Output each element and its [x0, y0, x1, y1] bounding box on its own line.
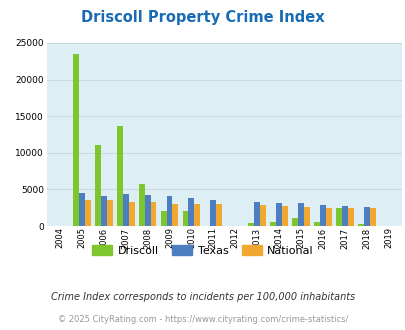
Bar — [369, 209, 375, 226]
Bar — [150, 202, 156, 226]
Bar — [297, 203, 303, 226]
Bar — [107, 200, 112, 226]
Bar — [216, 204, 222, 226]
Bar — [325, 208, 331, 226]
Bar — [270, 222, 275, 226]
Bar — [319, 205, 325, 226]
Bar — [85, 200, 90, 226]
Bar — [335, 208, 341, 226]
Bar — [73, 54, 79, 226]
Bar — [248, 223, 254, 226]
Bar — [292, 218, 297, 226]
Text: © 2025 CityRating.com - https://www.cityrating.com/crime-statistics/: © 2025 CityRating.com - https://www.city… — [58, 315, 347, 324]
Bar — [275, 203, 281, 226]
Bar — [95, 146, 100, 226]
Bar — [100, 196, 107, 226]
Bar — [128, 202, 134, 226]
Bar — [182, 212, 188, 226]
Bar — [117, 126, 122, 226]
Bar — [363, 207, 369, 226]
Bar — [139, 183, 144, 226]
Bar — [194, 204, 200, 226]
Bar — [313, 222, 319, 226]
Bar — [188, 198, 194, 226]
Bar — [210, 200, 216, 226]
Bar — [347, 208, 353, 226]
Bar — [79, 193, 85, 226]
Bar — [166, 196, 172, 226]
Bar — [341, 206, 347, 226]
Bar — [122, 194, 128, 226]
Bar — [160, 212, 166, 226]
Bar — [357, 224, 363, 226]
Text: Driscoll Property Crime Index: Driscoll Property Crime Index — [81, 10, 324, 25]
Bar — [254, 202, 260, 226]
Bar — [281, 206, 287, 226]
Bar — [303, 207, 309, 226]
Bar — [260, 205, 265, 226]
Text: Crime Index corresponds to incidents per 100,000 inhabitants: Crime Index corresponds to incidents per… — [51, 292, 354, 302]
Legend: Driscoll, Texas, National: Driscoll, Texas, National — [87, 240, 318, 260]
Bar — [144, 195, 150, 226]
Bar — [172, 204, 178, 226]
